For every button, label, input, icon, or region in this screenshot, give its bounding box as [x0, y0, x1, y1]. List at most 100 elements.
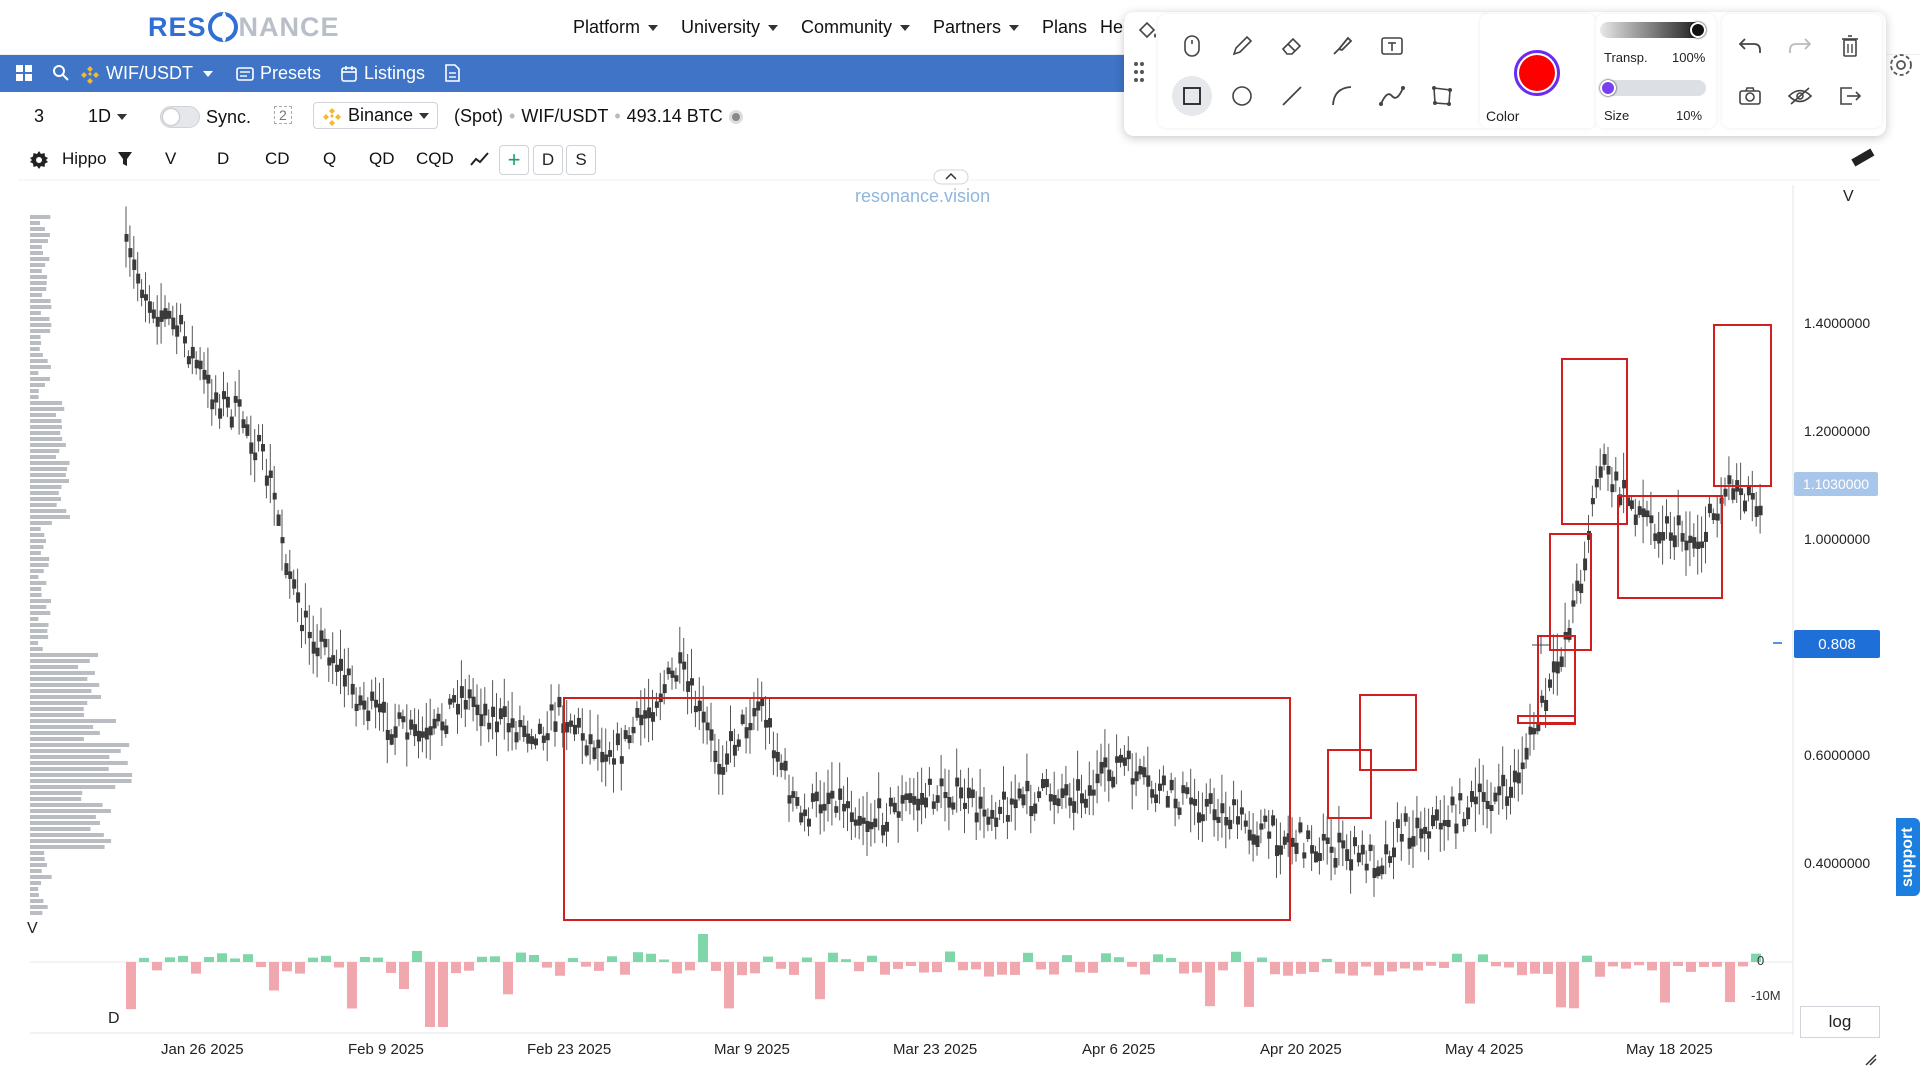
- mouse-icon[interactable]: [1172, 26, 1212, 66]
- price-bar-body: [350, 683, 355, 695]
- price-bar-body: [1707, 503, 1712, 514]
- circle-tool-icon[interactable]: [1222, 76, 1262, 116]
- drag-handle-icon[interactable]: [1124, 52, 1154, 92]
- price-bar-body: [943, 791, 948, 799]
- filter-d[interactable]: D: [217, 149, 229, 169]
- nav-platform[interactable]: Platform: [573, 17, 659, 38]
- filter-q[interactable]: Q: [323, 149, 336, 169]
- chevron-down-icon: [117, 113, 128, 120]
- price-bar-body: [748, 722, 753, 731]
- transparency-slider-thumb[interactable]: [1690, 22, 1706, 38]
- ruler-icon[interactable]: [1851, 148, 1875, 167]
- price-bar-body: [869, 821, 874, 830]
- price-bar-body: [736, 739, 741, 747]
- price-bar-body: [1286, 833, 1291, 843]
- price-bar-body: [128, 248, 133, 258]
- text-tool-icon[interactable]: [1372, 26, 1412, 66]
- symbol-selector[interactable]: WIF/USDT: [80, 63, 213, 84]
- sync-toggle[interactable]: Sync.: [160, 106, 251, 128]
- listings-button[interactable]: Listings: [340, 63, 425, 84]
- polygon-tool-icon[interactable]: [1422, 76, 1462, 116]
- paint-bucket-icon[interactable]: [1134, 16, 1160, 46]
- color-picker-button[interactable]: [1514, 50, 1560, 96]
- s-button[interactable]: S: [566, 145, 596, 175]
- sync-switch[interactable]: [160, 106, 200, 128]
- sync-group-badge[interactable]: 2: [274, 106, 292, 124]
- size-slider[interactable]: [1600, 80, 1706, 96]
- delta-bar: [893, 962, 903, 969]
- price-bar-body: [1271, 815, 1276, 826]
- nav-community[interactable]: Community: [801, 17, 911, 38]
- log-scale-button[interactable]: log: [1800, 1006, 1880, 1038]
- line-chart-icon[interactable]: [470, 151, 490, 172]
- nav-university[interactable]: University: [681, 17, 779, 38]
- filter-v[interactable]: V: [165, 149, 176, 169]
- price-bar-body: [140, 289, 145, 298]
- price-bar-body: [744, 727, 749, 739]
- nav-university-label: University: [681, 17, 761, 37]
- nav-partners[interactable]: Partners: [933, 17, 1020, 38]
- filter-qd[interactable]: QD: [369, 149, 395, 169]
- price-bar-body: [1536, 722, 1541, 732]
- export-icon[interactable]: [1830, 76, 1870, 116]
- support-tab[interactable]: support: [1896, 818, 1920, 896]
- undo-icon[interactable]: [1730, 26, 1770, 66]
- price-bar-body: [155, 316, 160, 327]
- nav-plans[interactable]: Plans: [1042, 17, 1087, 38]
- hide-eye-icon[interactable]: [1780, 76, 1820, 116]
- indicator-selector[interactable]: Hippo: [62, 149, 106, 169]
- exchange-selector[interactable]: Binance: [313, 102, 439, 129]
- collapse-button[interactable]: [933, 169, 969, 185]
- add-indicator-button[interactable]: +: [499, 145, 529, 175]
- layout-grid-icon[interactable]: [15, 64, 33, 82]
- transparency-slider[interactable]: [1600, 22, 1706, 38]
- filter-cqd[interactable]: CQD: [416, 149, 454, 169]
- resonance-logo[interactable]: RES NANCE: [148, 8, 340, 46]
- indicator-label: Hippo: [62, 149, 107, 168]
- price-bar-body: [1403, 813, 1408, 822]
- profile-bar: [30, 461, 70, 465]
- price-bar-body: [1528, 726, 1533, 735]
- search-icon[interactable]: [52, 64, 70, 82]
- profile-bar: [30, 731, 100, 735]
- price-bar-body: [1633, 514, 1638, 525]
- arc-tool-icon[interactable]: [1322, 76, 1362, 116]
- price-bar-body: [409, 719, 414, 730]
- camera-icon[interactable]: [1730, 76, 1770, 116]
- size-slider-thumb[interactable]: [1600, 80, 1616, 96]
- profile-bar: [30, 275, 48, 279]
- nav-help[interactable]: Hel: [1100, 17, 1127, 38]
- status-dot-icon: [728, 109, 743, 124]
- pencil-icon[interactable]: [1222, 26, 1262, 66]
- line-tool-icon[interactable]: [1272, 76, 1312, 116]
- price-bar-body: [1512, 770, 1517, 783]
- layout-count[interactable]: 3: [34, 106, 44, 127]
- presets-button[interactable]: Presets: [236, 63, 321, 84]
- redo-icon[interactable]: [1780, 26, 1820, 66]
- d-button[interactable]: D: [533, 145, 563, 175]
- gear-icon[interactable]: [29, 150, 49, 175]
- eraser-icon[interactable]: [1272, 26, 1312, 66]
- price-bar-body: [1743, 500, 1747, 512]
- profile-bar: [30, 683, 100, 687]
- filter-icon[interactable]: [117, 151, 133, 173]
- trash-icon[interactable]: [1830, 26, 1870, 66]
- document-icon[interactable]: [445, 64, 460, 82]
- profile-bar: [30, 773, 133, 777]
- delta-bar: [217, 953, 227, 962]
- settings-gear-icon[interactable]: [1888, 52, 1914, 83]
- curve-tool-icon[interactable]: [1372, 76, 1412, 116]
- price-bar-body: [284, 563, 289, 576]
- annotation-rectangles[interactable]: [563, 324, 1772, 921]
- resize-handle-icon[interactable]: [1865, 1054, 1877, 1066]
- price-bar-body: [1723, 488, 1728, 497]
- profile-bar: [30, 629, 48, 633]
- delta-bar: [1192, 962, 1202, 973]
- filter-cd[interactable]: CD: [265, 149, 290, 169]
- rectangle-tool-icon[interactable]: [1172, 76, 1212, 116]
- delta-bar: [685, 962, 695, 971]
- brush-icon[interactable]: [1322, 26, 1362, 66]
- interval-selector[interactable]: 1D: [88, 106, 128, 127]
- time-label: Apr 6 2025: [1082, 1041, 1156, 1058]
